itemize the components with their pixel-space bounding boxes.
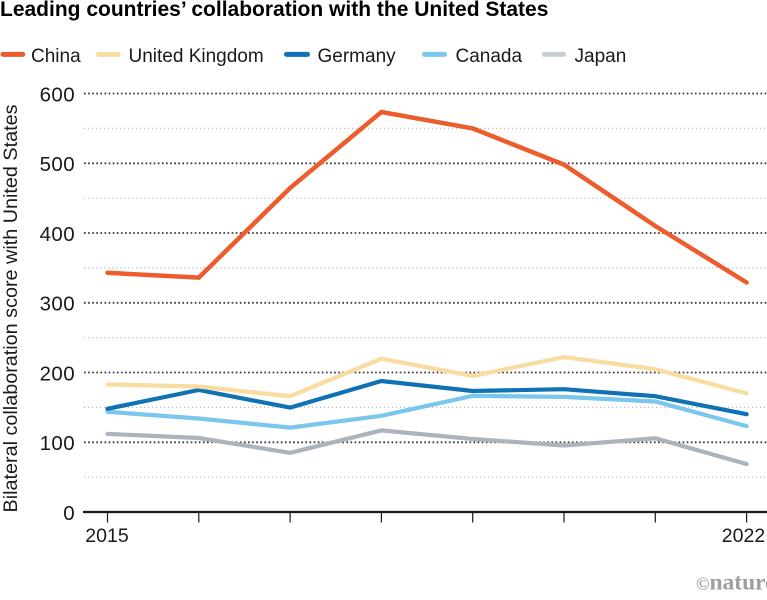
svg-text:Japan: Japan	[575, 46, 627, 67]
svg-text:Leading countries’ collaborati: Leading countries’ collaboration with th…	[0, 0, 548, 21]
svg-text:500: 500	[40, 153, 75, 176]
svg-text:2015: 2015	[85, 525, 129, 547]
svg-text:0: 0	[63, 502, 75, 525]
svg-text:Germany: Germany	[318, 46, 397, 67]
svg-text:600: 600	[40, 83, 75, 106]
svg-text:China: China	[31, 46, 81, 67]
svg-text:100: 100	[40, 432, 75, 455]
svg-text:United Kingdom: United Kingdom	[129, 46, 264, 67]
svg-text:200: 200	[40, 362, 75, 385]
svg-text:2022: 2022	[722, 525, 765, 547]
svg-text:Canada: Canada	[456, 46, 523, 67]
svg-text:©nature: ©nature	[696, 570, 767, 596]
svg-text:300: 300	[40, 293, 75, 316]
svg-text:400: 400	[40, 223, 75, 246]
svg-text:Bilateral collaboration score: Bilateral collaboration score with Unite…	[0, 104, 22, 512]
